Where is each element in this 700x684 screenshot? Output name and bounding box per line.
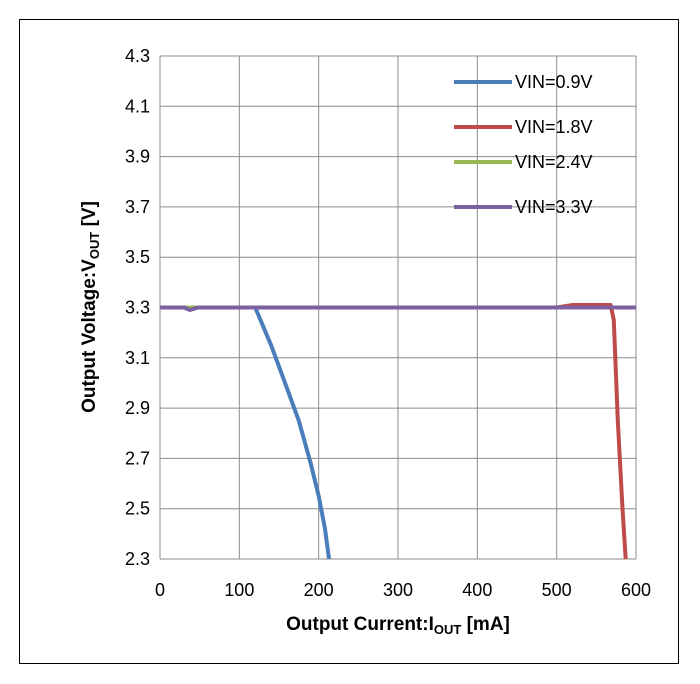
x-axis-title: Output Current:IOUT [mA] (286, 614, 510, 637)
y-tick-label: 3.9 (125, 147, 150, 167)
series-layer (160, 303, 636, 560)
legend-label: VIN=1.8V (515, 117, 593, 137)
series-line-1 (160, 303, 628, 560)
x-tick-label: 300 (383, 580, 413, 600)
y-tick-label: 2.3 (125, 549, 150, 569)
legend-label: VIN=3.3V (515, 197, 593, 217)
x-tick-label: 500 (542, 580, 572, 600)
series-line-3 (160, 305, 636, 312)
y-tick-label: 2.9 (125, 398, 150, 418)
y-tick-label: 2.5 (125, 499, 150, 519)
y-axis-title: Output Voltage:VOUT [V] (79, 201, 102, 413)
chart-frame (19, 19, 679, 664)
y-tick-label: 3.7 (125, 197, 150, 217)
y-tick-label: 3.1 (125, 348, 150, 368)
x-tick-label: 100 (224, 580, 254, 600)
y-tick-label: 3.5 (125, 247, 150, 267)
series-line-0 (160, 305, 331, 560)
x-axis-ticks: 0 100 200 300 400 500 600 (155, 580, 651, 600)
y-tick-label: 3.3 (125, 298, 150, 318)
legend: VIN=0.9V VIN=1.8V VIN=2.4V VIN=3.3V (454, 72, 593, 217)
y-axis-ticks: 4.3 4.1 3.9 3.7 3.5 3.3 3.1 2.9 2.7 2.5 2.3 (125, 46, 150, 569)
x-tick-label: 200 (304, 580, 334, 600)
x-tick-label: 0 (155, 580, 165, 600)
x-tick-label: 400 (462, 580, 492, 600)
y-tick-label: 4.3 (125, 46, 150, 66)
legend-label: VIN=2.4V (515, 152, 593, 172)
y-tick-label: 2.7 (125, 448, 150, 468)
x-tick-label: 600 (621, 580, 651, 600)
legend-label: VIN=0.9V (515, 72, 593, 92)
y-tick-label: 4.1 (125, 96, 150, 116)
